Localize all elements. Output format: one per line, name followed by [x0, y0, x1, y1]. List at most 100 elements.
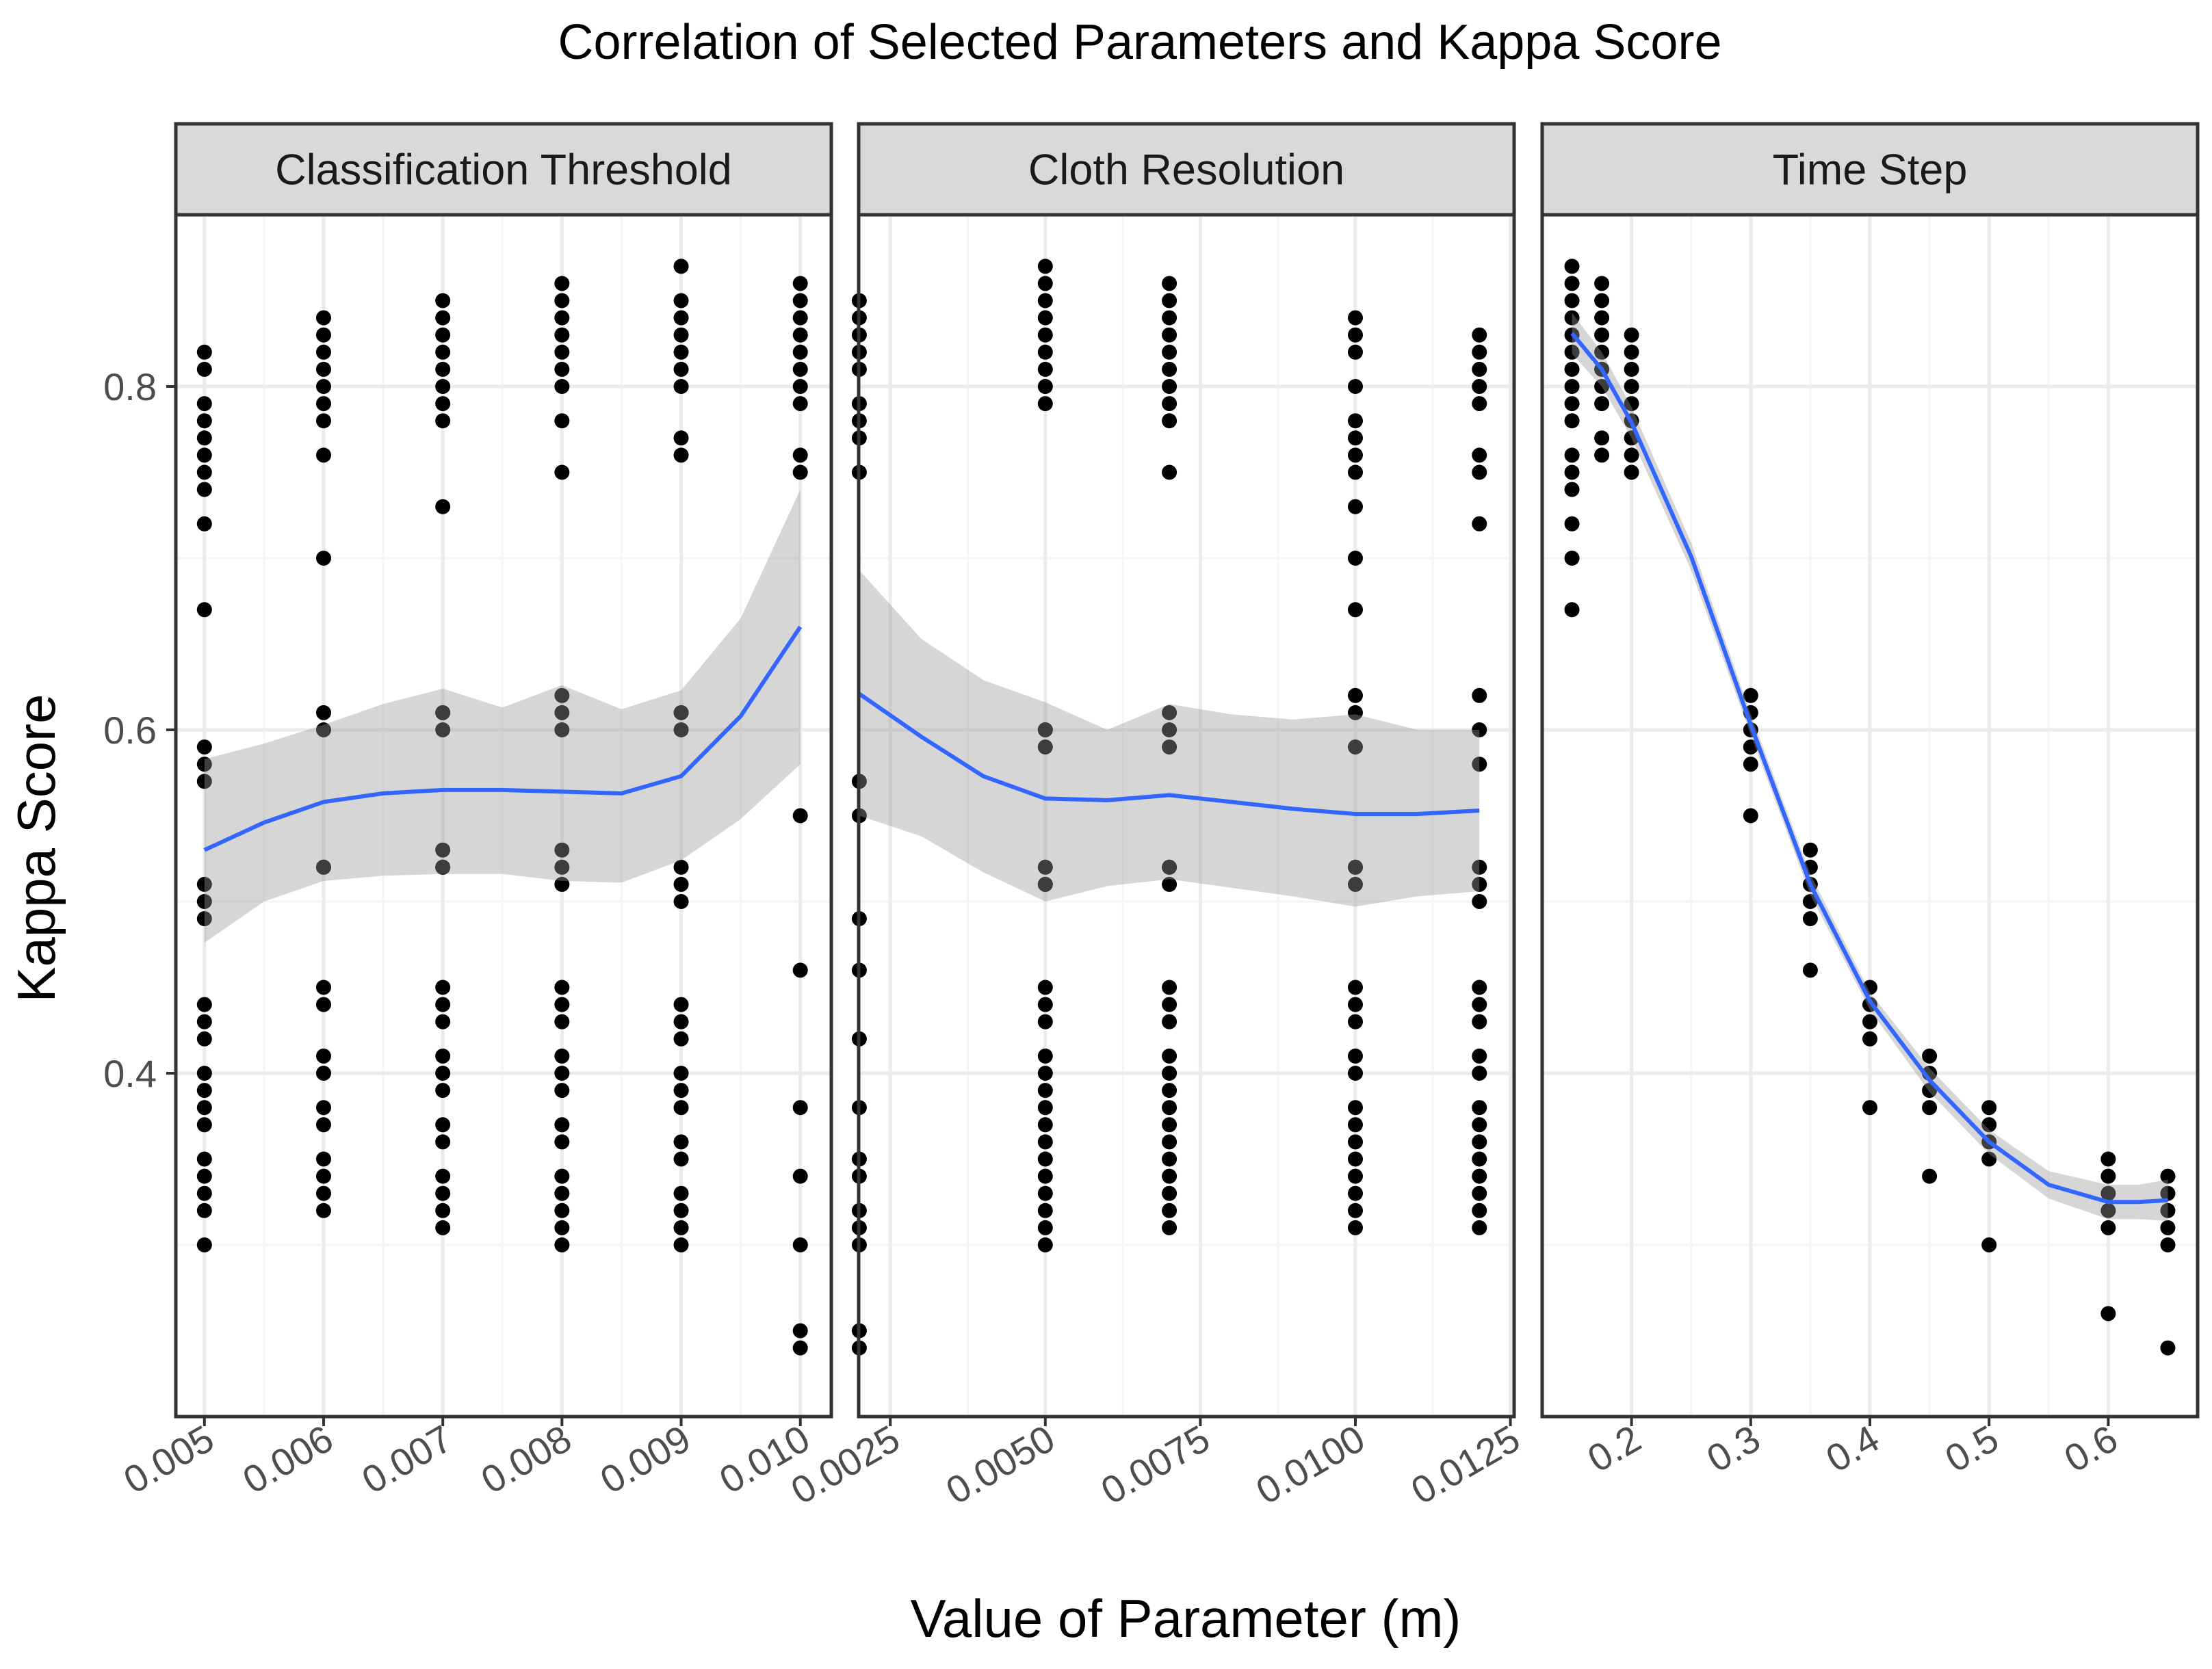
data-point — [435, 1203, 451, 1218]
data-point — [1624, 361, 1639, 377]
data-point — [1037, 1048, 1053, 1064]
data-point — [1472, 1117, 1487, 1133]
data-point — [435, 1083, 451, 1099]
data-point — [435, 1168, 451, 1184]
data-point — [554, 687, 570, 703]
data-point — [435, 842, 451, 858]
data-point — [1162, 1100, 1177, 1116]
data-point — [1162, 1151, 1177, 1167]
data-point — [1594, 379, 1610, 394]
data-point — [554, 1237, 570, 1252]
data-point — [315, 1066, 331, 1081]
data-point — [1162, 293, 1177, 308]
data-point — [196, 396, 212, 412]
data-point — [1472, 1048, 1487, 1064]
data-point — [1037, 1203, 1053, 1218]
data-point — [1472, 1014, 1487, 1029]
data-point — [1472, 1134, 1487, 1150]
data-point — [1347, 551, 1363, 566]
data-point — [435, 379, 451, 394]
data-point — [315, 859, 331, 875]
data-point — [1472, 687, 1487, 703]
data-point — [673, 1134, 689, 1150]
data-point — [1472, 379, 1487, 394]
data-point — [1347, 705, 1363, 720]
data-point — [196, 602, 212, 618]
data-point — [1347, 1066, 1363, 1081]
data-point — [1347, 980, 1363, 995]
facet-strip-label: Time Step — [1773, 146, 1968, 194]
data-point — [673, 705, 689, 720]
data-point — [1037, 739, 1053, 755]
data-point — [554, 310, 570, 326]
data-point — [1162, 464, 1177, 480]
data-point — [1037, 980, 1053, 995]
data-point — [554, 276, 570, 291]
data-point — [1594, 396, 1610, 412]
data-point — [315, 396, 331, 412]
data-point — [435, 859, 451, 875]
data-point — [1564, 396, 1580, 412]
data-point — [315, 722, 331, 737]
data-point — [554, 1083, 570, 1099]
data-point — [1347, 1151, 1363, 1167]
data-point — [1472, 447, 1487, 463]
facet-strip-label: Cloth Resolution — [1028, 146, 1344, 194]
data-point — [1624, 464, 1639, 480]
data-point — [792, 361, 808, 377]
data-point — [315, 980, 331, 995]
data-point — [554, 327, 570, 343]
data-point — [315, 997, 331, 1012]
data-point — [315, 361, 331, 377]
data-point — [435, 722, 451, 737]
data-point — [673, 259, 689, 274]
data-point — [1624, 379, 1639, 394]
data-point — [1472, 1203, 1487, 1218]
data-point — [1743, 757, 1758, 772]
data-point — [1347, 876, 1363, 892]
data-point — [792, 310, 808, 326]
data-point — [1037, 1014, 1053, 1029]
data-point — [1037, 876, 1053, 892]
data-point — [1037, 259, 1053, 274]
data-point — [196, 1203, 212, 1218]
data-point — [315, 447, 331, 463]
data-point — [1472, 894, 1487, 909]
data-point — [196, 1083, 212, 1099]
data-point — [435, 396, 451, 412]
data-point — [315, 1048, 331, 1064]
data-point — [315, 1151, 331, 1167]
data-point — [2100, 1185, 2116, 1201]
data-point — [1037, 1117, 1053, 1133]
data-point — [792, 1237, 808, 1252]
data-point — [673, 361, 689, 377]
data-point — [792, 962, 808, 978]
data-point — [1162, 1083, 1177, 1099]
data-point — [792, 1100, 808, 1116]
data-point — [2160, 1185, 2176, 1201]
data-point — [1347, 447, 1363, 463]
data-point — [1564, 379, 1580, 394]
data-point — [673, 293, 689, 308]
data-point — [1347, 687, 1363, 703]
data-point — [435, 1220, 451, 1235]
data-point — [554, 1048, 570, 1064]
data-point — [1594, 344, 1610, 360]
data-point — [196, 1100, 212, 1116]
data-point — [1564, 413, 1580, 429]
data-point — [196, 894, 212, 909]
data-point — [1162, 379, 1177, 394]
data-point — [1564, 344, 1580, 360]
data-point — [1564, 361, 1580, 377]
data-point — [792, 1168, 808, 1184]
data-point — [673, 379, 689, 394]
data-point — [1162, 327, 1177, 343]
data-point — [2100, 1220, 2116, 1235]
data-point — [554, 1185, 570, 1201]
data-point — [315, 1203, 331, 1218]
data-point — [554, 293, 570, 308]
data-point — [554, 1134, 570, 1150]
data-point — [1162, 722, 1177, 737]
data-point — [435, 361, 451, 377]
data-point — [1594, 430, 1610, 446]
